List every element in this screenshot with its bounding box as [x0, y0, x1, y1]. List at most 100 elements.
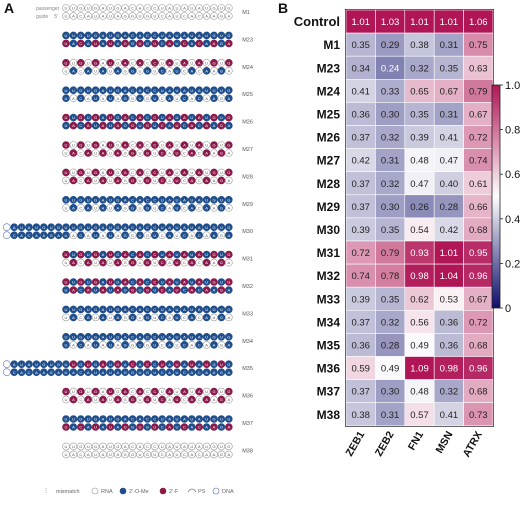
nucleotide-letter: C: [146, 389, 149, 394]
cell-value-label: 0.32: [381, 133, 400, 144]
nucleotide: [62, 415, 70, 423]
legend-swatch-rna: [91, 487, 99, 495]
nucleotide: [128, 415, 137, 423]
colorbar-tick-label: 0.6: [505, 169, 520, 181]
nucleotide-letter: A: [190, 452, 193, 457]
nucleotide-letter: C: [153, 280, 156, 285]
dna-terminal-node: [2, 231, 11, 239]
nucleotide: [99, 313, 107, 322]
nucleotide: [225, 332, 233, 341]
nucleotide: [143, 340, 152, 349]
cell-value-label: 1.01: [440, 248, 459, 259]
nucleotide: [91, 204, 100, 212]
nucleotide-letter: A: [124, 60, 127, 65]
cell-value-label: 0.28: [381, 340, 400, 351]
nucleotide-letter: G: [124, 68, 127, 73]
nucleotide-letter: U: [72, 444, 75, 449]
nucleotide: [173, 176, 181, 185]
nucleotide-letter: U: [176, 362, 179, 367]
nucleotide-letter: G: [212, 225, 215, 230]
nucleotide: [84, 415, 92, 423]
nucleotide-letter: A: [102, 60, 105, 65]
nucleotide-letter: G: [131, 14, 134, 19]
nucleotide: [106, 67, 115, 75]
nucleotide: [106, 223, 115, 231]
nucleotide: [91, 121, 100, 130]
nucleotide-letter: C: [146, 225, 149, 230]
nucleotide-letter: C: [28, 233, 31, 238]
nucleotide: [84, 39, 92, 48]
nucleotide: [158, 31, 166, 40]
cell-value-label: 0.73: [469, 410, 488, 421]
nucleotide: [47, 223, 56, 231]
nucleotide: [77, 12, 85, 20]
nucleotide-letter: C: [198, 178, 201, 183]
nucleotide-letter: A: [102, 68, 105, 73]
nucleotide: [106, 149, 115, 157]
nucleotide: [173, 415, 181, 423]
row-label: M26: [317, 131, 341, 145]
nucleotide: [121, 442, 129, 451]
row-label: M29: [317, 200, 341, 214]
nucleotide-letter: C: [131, 143, 134, 148]
nucleotide: [217, 395, 226, 404]
cell-value-label: 0.32: [381, 317, 400, 328]
nucleotide-letter: U: [176, 60, 179, 65]
nucleotide: [128, 223, 137, 231]
nucleotide-letter: C: [146, 143, 149, 148]
row-label: M28: [317, 177, 341, 191]
nucleotide: [173, 39, 181, 48]
nucleotide-letter: A: [198, 225, 201, 230]
nucleotide-letter: U: [190, 307, 193, 312]
nucleotide-letter: A: [116, 315, 119, 320]
nucleotide-letter: A: [116, 370, 119, 375]
nucleotide-letter: C: [79, 370, 82, 375]
nucleotide-letter: U: [205, 280, 208, 285]
cell-value-label: 0.35: [410, 109, 429, 120]
nucleotide-letter: U: [153, 315, 156, 320]
nucleotide-letter: U: [65, 33, 68, 38]
nucleotide-letter: G: [227, 252, 230, 257]
nucleotide-letter: A: [198, 417, 201, 422]
nucleotide: [202, 278, 211, 286]
nucleotide: [91, 423, 100, 431]
nucleotide: [158, 250, 166, 259]
nucleotide-letter: A: [139, 307, 142, 312]
nucleotide: [121, 94, 129, 102]
nucleotide-letter: U: [94, 397, 97, 402]
nucleotide-letter: G: [79, 362, 82, 367]
nucleotide: [77, 442, 85, 451]
nucleotide-letter: A: [183, 417, 186, 422]
nucleotide: [91, 387, 100, 396]
nucleotide-letter: G: [220, 14, 223, 19]
nucleotide-letter: G: [79, 389, 82, 394]
nucleotide: [188, 176, 196, 185]
nucleotide-letter: U: [176, 307, 179, 312]
nucleotide: [121, 415, 129, 423]
nucleotide: [210, 415, 218, 423]
nucleotide-letter: U: [109, 315, 112, 320]
nucleotide-letter: U: [94, 41, 97, 46]
nucleotide: [188, 86, 196, 94]
nucleotide-letter: A: [28, 225, 31, 230]
nucleotide-letter: G: [146, 205, 149, 210]
nucleotide-letter: U: [65, 370, 68, 375]
nucleotide: [210, 141, 218, 149]
nucleotide: [62, 94, 70, 102]
nucleotide-letter: G: [124, 288, 127, 293]
nucleotide-letter: G: [94, 362, 97, 367]
nucleotide: [25, 231, 33, 239]
nucleotide-letter: C: [198, 260, 201, 265]
nucleotide-letter: A: [198, 115, 201, 120]
nucleotide: [114, 368, 122, 377]
nucleotide: [62, 286, 70, 294]
nucleotide-letter: A: [213, 68, 216, 73]
nucleotide: [128, 86, 137, 94]
cell-value-label: 0.68: [469, 225, 488, 236]
nucleotide-letter: U: [65, 68, 68, 73]
nucleotide: [165, 423, 174, 431]
nucleotide-letter: U: [65, 444, 68, 449]
nucleotide-letter: G: [227, 197, 230, 202]
nucleotide: [62, 368, 70, 377]
